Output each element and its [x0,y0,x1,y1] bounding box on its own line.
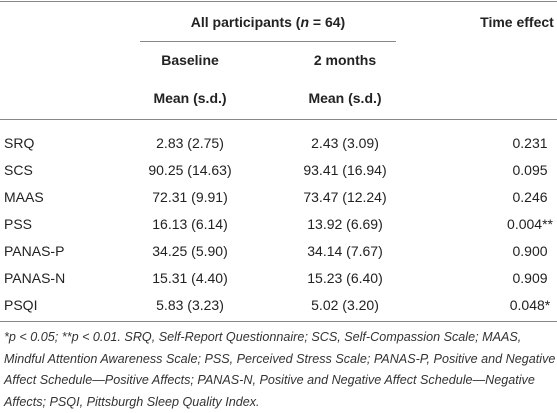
cell: 0.048* [509,297,551,313]
cell: 15.23 (6.40) [307,270,383,286]
footnote: *p < 0.05; **p < 0.01. SRQ, Self-Report … [4,330,556,409]
cell: 0.246 [512,189,548,205]
cell: 13.92 (6.69) [307,216,383,232]
cell: 73.47 (12.24) [303,189,387,205]
cell: 15.31 (4.40) [152,270,228,286]
cell: 2.43 (3.09) [311,135,379,151]
subcolumn-header: Mean (s.d.) [153,90,227,106]
cell: 16.13 (6.14) [152,216,228,232]
cell: 5.83 (3.23) [156,297,224,313]
cell: 72.31 (9.91) [152,189,228,205]
text: All participants ( [190,14,301,30]
column-header: 2 months [313,52,377,68]
cell: 0.900 [512,243,548,259]
cell: 34.25 (5.90) [152,243,228,259]
row-label: MAAS [4,189,44,205]
bottom-rule [0,321,557,322]
cell: 5.02 (3.20) [311,297,379,313]
cell: 2.83 (2.75) [156,135,224,151]
top-rule [0,1,557,2]
group-header: All participants (n = 64) [191,13,345,31]
row-label: PANAS-P [4,243,65,259]
cell: 0.909 [512,270,548,286]
time-effect-header: Time effect [480,14,554,30]
cell: 34.14 (7.67) [307,243,383,259]
header-rule [0,119,557,120]
row-label: PANAS-N [4,270,66,286]
row-label: PSS [4,216,33,232]
cell: 93.41 (16.94) [303,162,387,178]
cell: 90.25 (14.63) [148,162,232,178]
group-rule [140,41,396,42]
row-label: PSQI [4,297,38,313]
column-header: Baseline [161,52,219,68]
cell: 0.231 [512,135,548,151]
text: = 64) [309,14,346,30]
text: n [300,14,310,30]
subcolumn-header: Mean (s.d.) [308,90,382,106]
cell: 0.004** [507,216,553,232]
row-label: SCS [4,162,33,178]
cell: 0.095 [512,162,548,178]
row-label: SRQ [4,135,35,151]
